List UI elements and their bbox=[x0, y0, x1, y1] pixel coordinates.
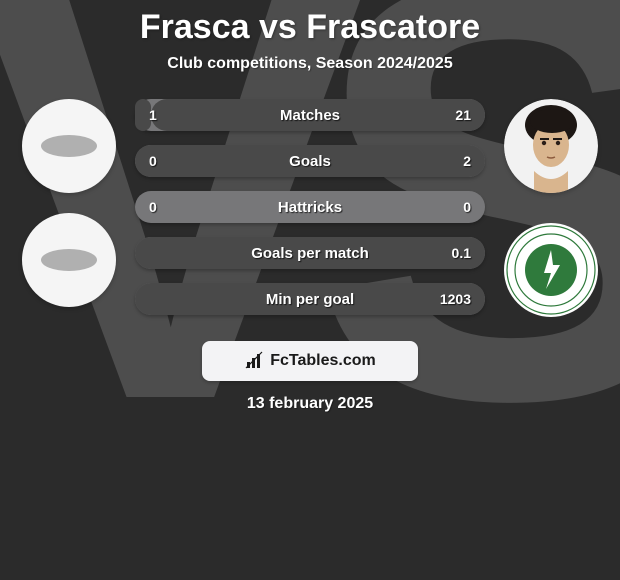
stat-right-value: 2 bbox=[463, 153, 471, 169]
stat-bar: Goals per match 0.1 bbox=[135, 237, 485, 269]
right-team-badge bbox=[504, 223, 598, 317]
stat-right-value: 1203 bbox=[440, 291, 471, 307]
stat-label: Goals per match bbox=[251, 245, 369, 262]
placeholder-ellipse-icon bbox=[41, 249, 97, 271]
club-crest-icon bbox=[506, 225, 596, 315]
comparison-infographic: VS Frasca vs Frascatore Club competition… bbox=[0, 0, 620, 580]
stat-right-value: 0.1 bbox=[452, 245, 471, 261]
stat-right-value: 21 bbox=[455, 107, 471, 123]
player-face-icon bbox=[504, 99, 598, 193]
stat-right-value: 0 bbox=[463, 199, 471, 215]
left-player-column bbox=[17, 99, 121, 307]
placeholder-ellipse-icon bbox=[41, 135, 97, 157]
right-player-avatar bbox=[504, 99, 598, 193]
stat-bar: 1 Matches 21 bbox=[135, 99, 485, 131]
stat-label: Goals bbox=[289, 153, 331, 170]
generation-date: 13 february 2025 bbox=[0, 395, 620, 413]
stat-label: Matches bbox=[280, 107, 340, 124]
stat-bar: Min per goal 1203 bbox=[135, 283, 485, 315]
stat-left-value: 0 bbox=[149, 153, 157, 169]
stat-bar: 0 Goals 2 bbox=[135, 145, 485, 177]
stats-column: 1 Matches 21 0 Goals 2 0 Hattricks 0 Goals per ma… bbox=[135, 99, 485, 315]
comparison-title: Frasca vs Frascatore bbox=[0, 8, 620, 47]
left-player-avatar bbox=[22, 99, 116, 193]
left-team-badge bbox=[22, 213, 116, 307]
stat-left-value: 1 bbox=[149, 107, 157, 123]
chart-icon bbox=[244, 350, 266, 372]
comparison-subtitle: Club competitions, Season 2024/2025 bbox=[0, 55, 620, 73]
source-badge-text: FcTables.com bbox=[270, 352, 376, 370]
stat-bar: 0 Hattricks 0 bbox=[135, 191, 485, 223]
stat-left-value: 0 bbox=[149, 199, 157, 215]
content-wrapper: Frasca vs Frascatore Club competitions, … bbox=[0, 0, 620, 580]
stat-label: Hattricks bbox=[278, 199, 342, 216]
right-player-column bbox=[499, 99, 603, 317]
source-badge: FcTables.com bbox=[202, 341, 418, 381]
main-area: 1 Matches 21 0 Goals 2 0 Hattricks 0 Goals per ma… bbox=[0, 99, 620, 317]
stat-label: Min per goal bbox=[266, 291, 354, 308]
